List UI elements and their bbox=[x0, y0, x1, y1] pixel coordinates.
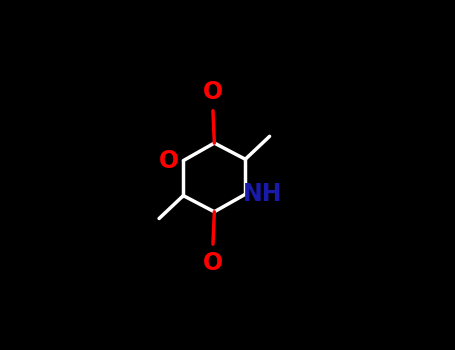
Text: O: O bbox=[158, 149, 178, 173]
Text: O: O bbox=[203, 80, 223, 104]
Text: O: O bbox=[203, 251, 223, 275]
Text: NH: NH bbox=[243, 182, 283, 206]
